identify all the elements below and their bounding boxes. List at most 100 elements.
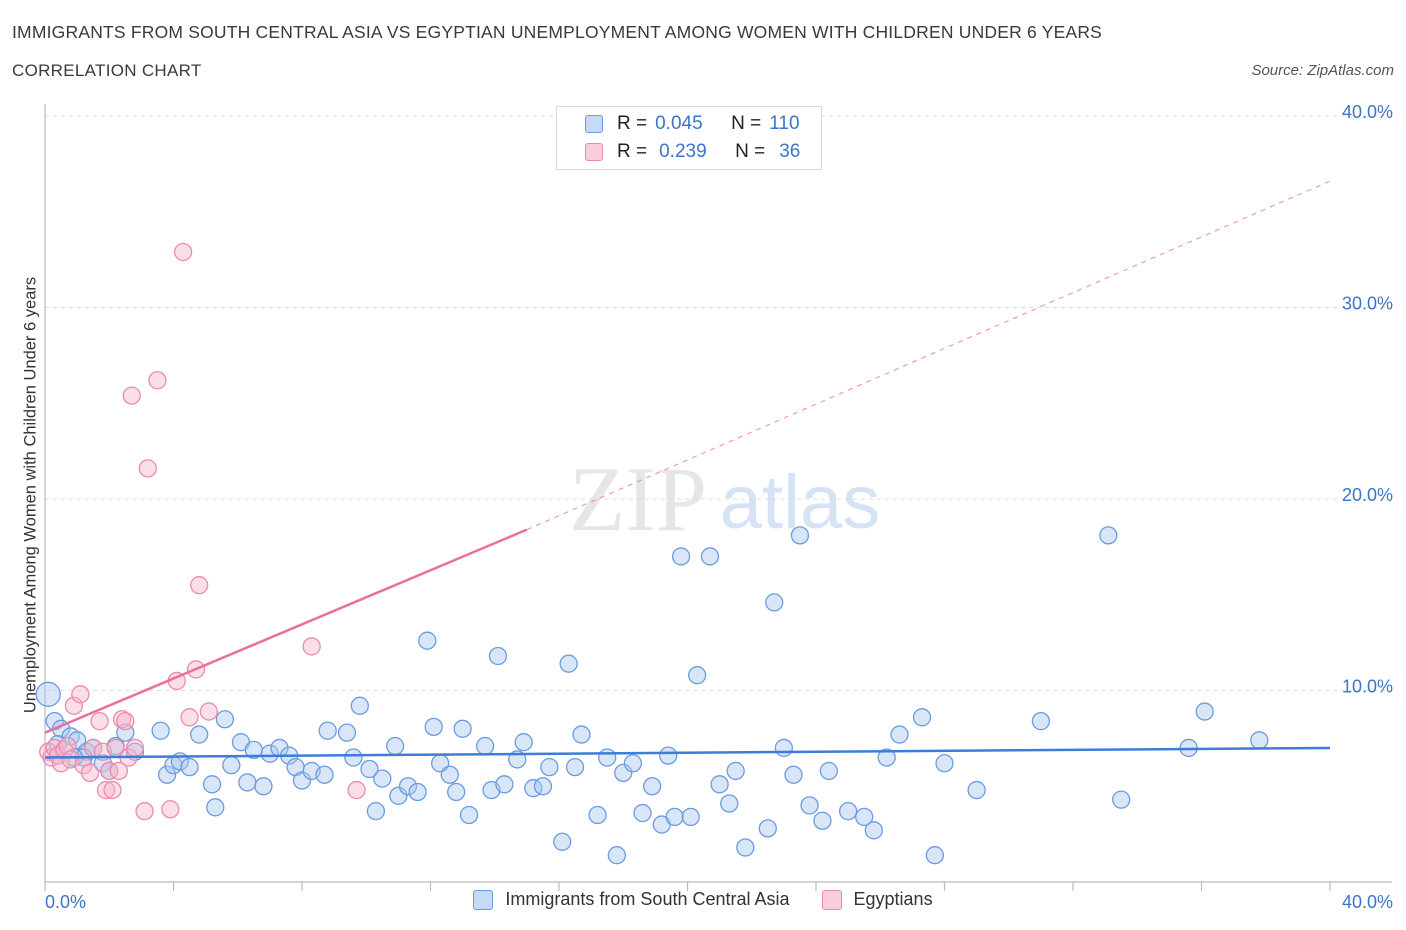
pink-point (173, 242, 193, 262)
blue-point (855, 807, 874, 827)
blue-point (495, 775, 514, 794)
blue-point (440, 765, 459, 784)
legend-r-label: R = (617, 141, 648, 162)
stats-legend: R = 0.045 N = 110 R = 0.239 N = 36 (556, 106, 822, 170)
trend-line-egyptians (44, 528, 528, 734)
blue-point (386, 736, 405, 756)
legend-n-value: 110 (769, 113, 800, 134)
blue-point (572, 725, 591, 744)
watermark-zip: ZIP (569, 448, 707, 550)
blue-point (1250, 731, 1269, 750)
blue-point (254, 777, 273, 796)
blue-point (633, 803, 652, 823)
blue-point (222, 756, 241, 775)
blue-point (366, 801, 386, 821)
blue-point (315, 765, 334, 784)
legend-swatch-blue (473, 889, 494, 910)
axes (44, 104, 1392, 891)
pink-point (302, 637, 321, 656)
legend-label-egyptians: Egyptians (853, 889, 933, 909)
pink-point (347, 780, 366, 800)
legend-label-immigrants: Immigrants from South Central Asia (505, 889, 790, 909)
blue-point (726, 761, 745, 781)
blue-point (623, 754, 643, 773)
legend-row-egyptians: R = 0.239 N = 36 (557, 139, 800, 165)
blue-point (151, 721, 170, 740)
blue-point (565, 757, 585, 777)
x-tick-label: 40.0% (1342, 892, 1393, 912)
trend-lines (44, 180, 1331, 759)
blue-point (720, 794, 739, 813)
legend-item-immigrants[interactable]: Immigrants from South Central Asia (473, 889, 790, 910)
legend-row-immigrants: R = 0.045 N = 110 (557, 111, 800, 137)
blue-point (607, 846, 626, 865)
blue-point (373, 769, 392, 788)
blue-point (665, 807, 684, 827)
blue-point (190, 725, 209, 744)
watermark: ZIP atlas (569, 448, 880, 550)
pink-point (109, 761, 129, 781)
pink-point (190, 576, 209, 595)
blue-point (643, 777, 662, 796)
legend-swatch-pink (585, 143, 603, 161)
blue-point (890, 725, 909, 744)
blue-point (360, 759, 379, 779)
blue-point (935, 754, 954, 773)
pink-point (161, 800, 180, 819)
blue-point (540, 757, 559, 777)
blue-point (614, 763, 633, 782)
blue-point (588, 805, 607, 825)
blue-point (1099, 526, 1118, 545)
blue-point (925, 846, 945, 865)
trend-line-egyptians-extension (526, 180, 1331, 531)
pink-point (112, 710, 132, 729)
blue-point (202, 775, 222, 794)
blue-point (659, 746, 678, 765)
blue-point (350, 696, 369, 715)
blue-point (765, 593, 784, 612)
source-label: Source: ZipAtlas.com (1251, 62, 1394, 79)
blue-point (700, 547, 720, 566)
blue-point (736, 838, 755, 857)
y-tick-labels: 10.0% 20.0% 30.0% 40.0% (1342, 102, 1393, 697)
pink-point (138, 459, 157, 478)
blue-point (215, 710, 235, 729)
pink-point (122, 386, 141, 405)
blue-point (157, 765, 177, 784)
legend-n-value: 36 (779, 141, 801, 162)
legend-n-label: N = (735, 141, 766, 162)
pink-point (180, 708, 199, 727)
pink-point (199, 702, 218, 721)
blue-point (398, 777, 418, 796)
chart-subtitle: CORRELATION CHART (12, 61, 202, 80)
blue-point (260, 744, 280, 763)
pink-point (96, 780, 116, 800)
blue-point (671, 547, 691, 566)
blue-point (819, 761, 838, 781)
pink-point (103, 780, 122, 800)
blue-point (238, 773, 257, 792)
blue-point (790, 526, 810, 545)
legend-swatch-blue (585, 115, 603, 133)
pink-point (80, 763, 100, 782)
y-tick-label: 30.0% (1342, 294, 1393, 314)
blue-point (424, 717, 443, 737)
blue-point (598, 748, 617, 767)
blue-point (292, 771, 312, 790)
pink-point (135, 801, 154, 821)
blue-point (967, 780, 986, 800)
blue-point (453, 719, 472, 738)
blue-point (758, 819, 777, 838)
legend-item-egyptians[interactable]: Egyptians (821, 889, 933, 910)
blue-point (389, 786, 408, 805)
series-legend: Immigrants from South Central Asia Egypt… (0, 889, 1406, 910)
y-tick-label: 40.0% (1342, 102, 1393, 122)
y-tick-label: 20.0% (1342, 485, 1393, 505)
blue-point (912, 708, 932, 727)
series-immigrants-points (35, 526, 1269, 865)
blue-point (813, 811, 832, 830)
blue-point (344, 748, 363, 767)
blue-point (864, 821, 883, 840)
blue-point (681, 807, 700, 827)
